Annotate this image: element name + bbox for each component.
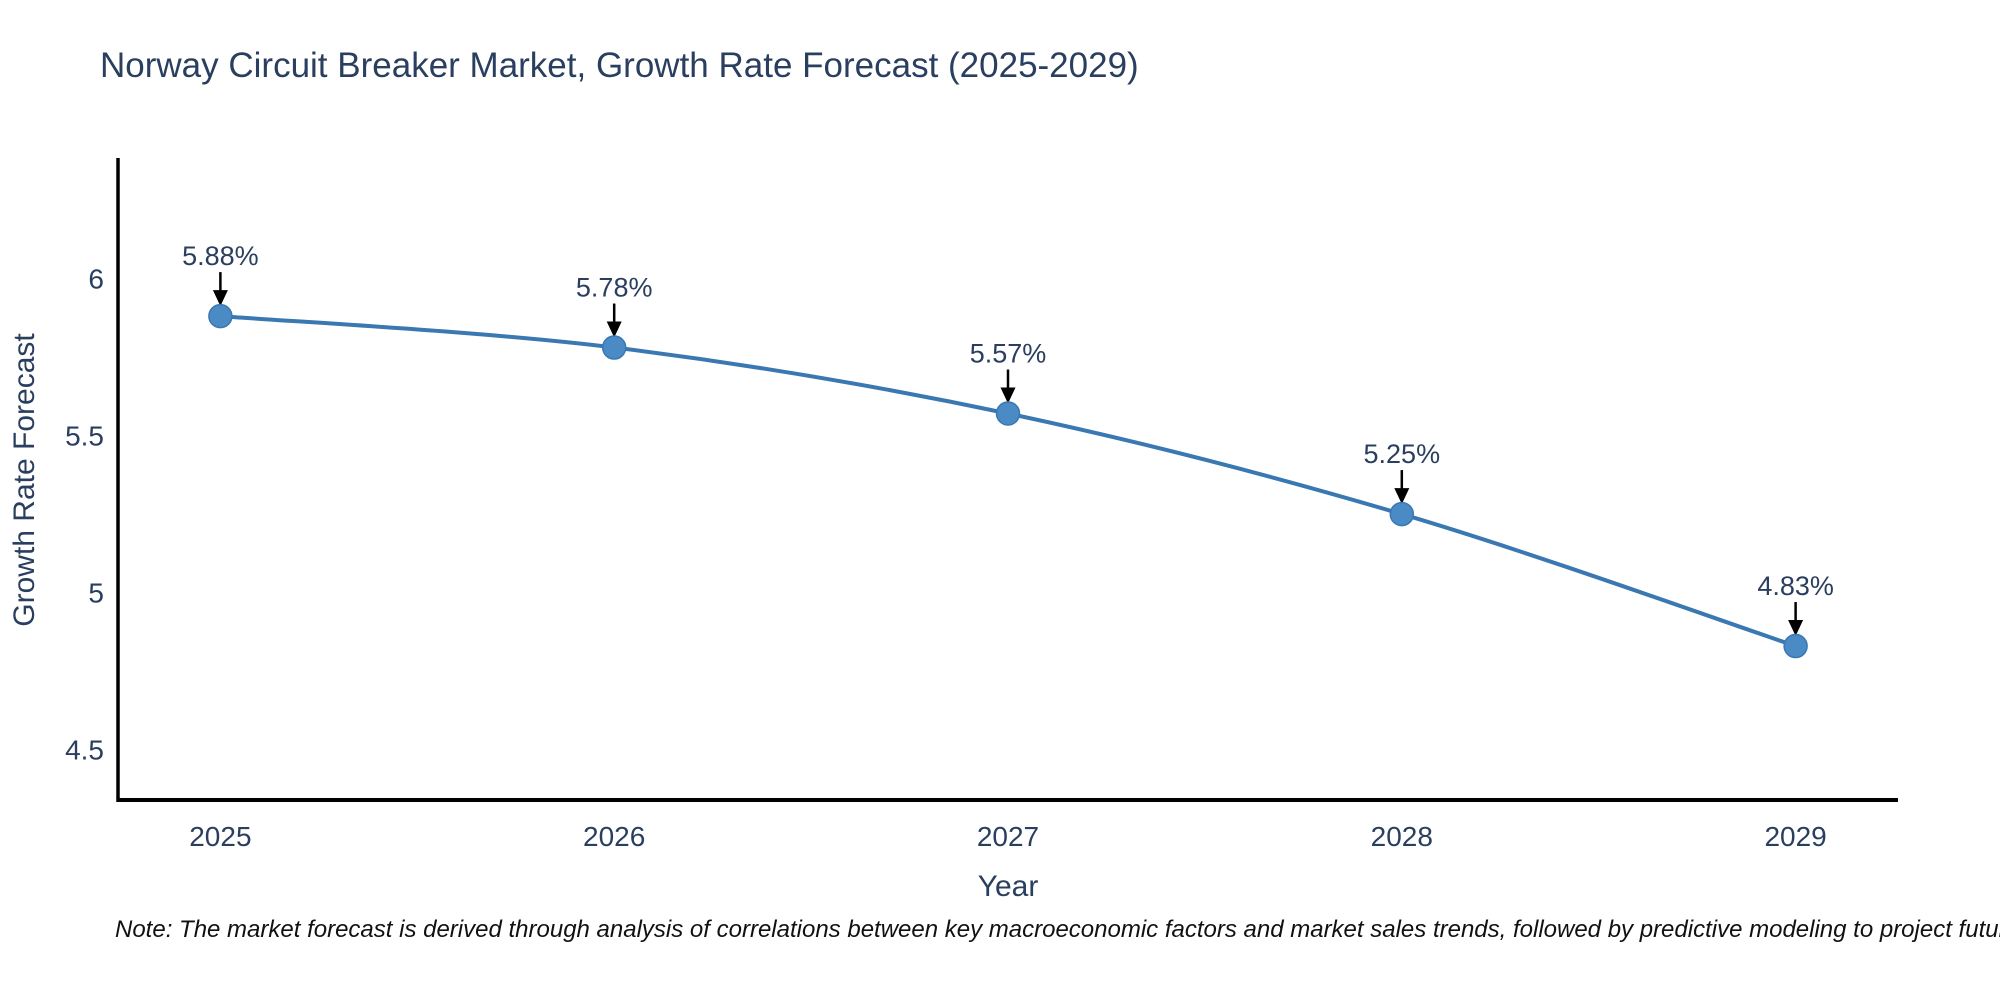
y-tick-label: 5.5 [65,421,104,452]
data-label: 5.25% [1364,439,1441,469]
x-tick-label: 2027 [977,821,1039,852]
data-point-2026[interactable] [601,335,627,360]
data-label: 5.78% [576,273,653,303]
point-annotations: 5.88% 5.78% 5.57% 5.25% 4.83% [182,241,1834,637]
annotation-arrowhead-icon [606,321,622,338]
data-label: 5.88% [182,241,259,271]
x-tick-label: 2028 [1371,821,1433,852]
data-point-2029[interactable] [1783,633,1808,659]
data-point-2027[interactable] [995,401,1021,426]
chart-title: Norway Circuit Breaker Market, Growth Ra… [100,46,1139,85]
x-tick-label: 2026 [583,821,645,852]
data-label: 5.57% [970,339,1047,369]
x-axis-ticks: 2025 2026 2027 2028 2029 [189,821,1827,852]
y-tick-label: 5 [88,578,104,609]
data-markers [208,303,1808,659]
annotation-arrowhead-icon [1788,620,1804,637]
y-axis-ticks: 4.5 5 5.5 6 [65,263,104,765]
y-tick-label: 4.5 [65,735,104,766]
x-axis-title: Year [978,870,1039,903]
data-point-2028[interactable] [1389,501,1415,527]
y-tick-label: 6 [88,263,104,294]
x-tick-label: 2029 [1764,821,1826,852]
data-point-2025[interactable] [208,303,233,329]
annotation-arrowhead-icon [1000,387,1016,404]
annotation-arrowhead-icon [212,290,228,307]
y-axis-title: Growth Rate Forecast [8,333,41,627]
annotation-arrowhead-icon [1394,488,1410,505]
data-label: 4.83% [1757,571,1834,601]
footnote: Note: The market forecast is derived thr… [115,916,2000,943]
x-tick-label: 2025 [189,821,251,852]
